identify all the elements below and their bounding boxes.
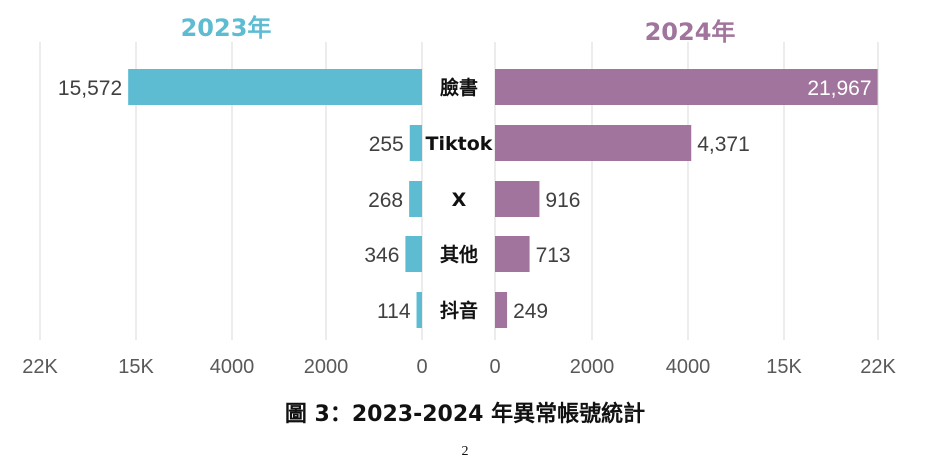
x-tick-label-right: 0 — [489, 356, 500, 378]
x-tick-label-right: 4000 — [666, 356, 711, 378]
bar-2023 — [128, 69, 422, 105]
data-label-2023: 255 — [369, 133, 404, 156]
bar-2024 — [495, 125, 692, 161]
category-label: 抖音 — [440, 299, 478, 322]
bar-2024 — [495, 69, 878, 105]
bar-2024 — [495, 236, 530, 272]
data-label-2024: 713 — [536, 244, 571, 267]
data-label-2023: 15,572 — [58, 77, 122, 100]
data-label-2024: 916 — [545, 189, 580, 212]
bar-2023 — [409, 181, 422, 217]
bar-2024 — [495, 292, 508, 328]
category-label: X — [452, 189, 467, 211]
bar-2023 — [416, 292, 422, 328]
page-number: 2 — [461, 444, 469, 459]
x-tick-label-left: 0 — [416, 356, 427, 378]
x-tick-label-left: 4000 — [210, 356, 255, 378]
x-tick-label-left: 15K — [118, 356, 154, 378]
data-label-2023: 346 — [364, 244, 399, 267]
category-label: Tiktok — [426, 133, 493, 155]
data-label-2024: 249 — [513, 300, 548, 323]
bar-2023 — [405, 236, 422, 272]
figure-caption: 圖 3：2023-2024 年異常帳號統計 — [284, 402, 646, 427]
data-label-2023: 268 — [368, 189, 403, 212]
data-label-2023: 114 — [377, 300, 411, 323]
labels: 2023年 2024年 0 0 2000 2000 4000 4000 15K 15K 22K 22K… — [22, 14, 896, 378]
data-label-2024: 21,967 — [807, 77, 871, 100]
category-label: 臉書 — [440, 76, 478, 99]
x-tick-label-left: 22K — [22, 356, 58, 378]
bar-2024 — [495, 181, 540, 217]
data-label-2024: 4,371 — [697, 133, 750, 156]
butterfly-bar-chart: 2023年 2024年 0 0 2000 2000 4000 4000 15K 15K 22K 22K… — [22, 14, 896, 378]
series-title-right: 2024年 — [645, 18, 736, 46]
category-label: 其他 — [440, 243, 478, 266]
x-tick-label-right: 22K — [860, 356, 896, 378]
bars — [128, 69, 878, 328]
series-title-left: 2023年 — [181, 14, 272, 42]
x-tick-label-left: 2000 — [304, 356, 349, 378]
x-tick-label-right: 15K — [766, 356, 802, 378]
bar-2023 — [409, 125, 422, 161]
x-tick-label-right: 2000 — [570, 356, 615, 378]
